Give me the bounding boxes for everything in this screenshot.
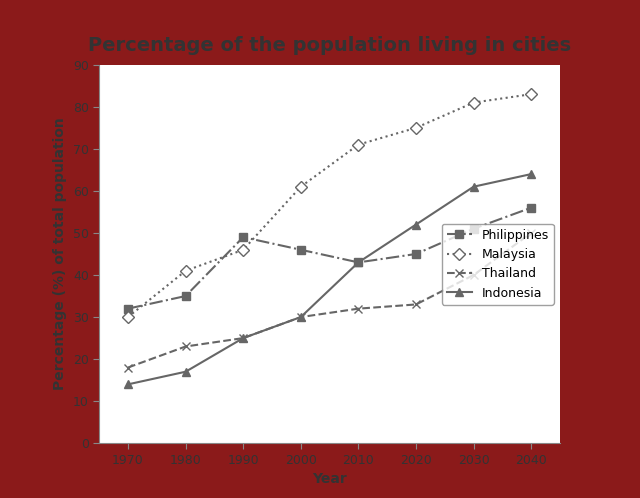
Malaysia: [124, 314, 132, 320]
Thailand: [239, 335, 247, 341]
Y-axis label: Percentage (%) of total population: Percentage (%) of total population: [53, 118, 67, 390]
Philippines: [239, 234, 247, 240]
Legend: Philippines, Malaysia, Thailand, Indonesia: Philippines, Malaysia, Thailand, Indones…: [442, 224, 554, 304]
Indonesia: [470, 184, 477, 190]
X-axis label: Year: Year: [312, 472, 347, 486]
Indonesia: [124, 381, 132, 387]
Malaysia: [297, 184, 305, 190]
Malaysia: [355, 141, 362, 147]
Malaysia: [239, 247, 247, 253]
Malaysia: [412, 125, 420, 131]
Malaysia: [470, 100, 477, 106]
Philippines: [182, 293, 189, 299]
Line: Malaysia: Malaysia: [124, 90, 536, 321]
Philippines: [412, 251, 420, 257]
Thailand: [527, 230, 535, 236]
Thailand: [297, 314, 305, 320]
Indonesia: [297, 314, 305, 320]
Indonesia: [182, 369, 189, 374]
Thailand: [124, 365, 132, 371]
Thailand: [355, 306, 362, 312]
Malaysia: [527, 91, 535, 97]
Malaysia: [182, 268, 189, 274]
Thailand: [182, 344, 189, 350]
Indonesia: [412, 222, 420, 228]
Indonesia: [527, 171, 535, 177]
Title: Percentage of the population living in cities: Percentage of the population living in c…: [88, 36, 571, 55]
Thailand: [412, 301, 420, 307]
Thailand: [470, 272, 477, 278]
Philippines: [297, 247, 305, 253]
Philippines: [470, 226, 477, 232]
Line: Indonesia: Indonesia: [124, 170, 536, 388]
Philippines: [527, 205, 535, 211]
Line: Philippines: Philippines: [124, 204, 536, 313]
Line: Thailand: Thailand: [124, 229, 536, 372]
Indonesia: [239, 335, 247, 341]
Indonesia: [355, 259, 362, 265]
Philippines: [124, 306, 132, 312]
Philippines: [355, 259, 362, 265]
